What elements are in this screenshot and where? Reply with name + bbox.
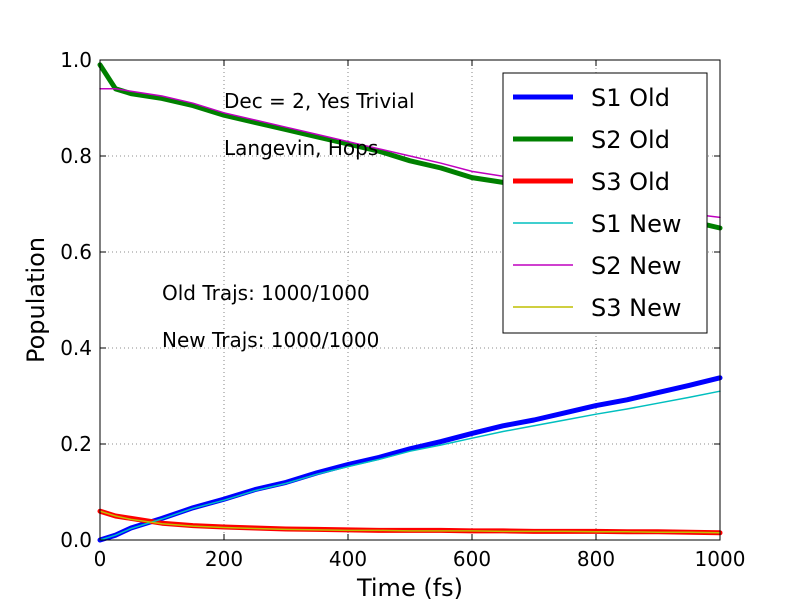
legend-box bbox=[502, 72, 708, 334]
series-line-s1-new bbox=[99, 390, 721, 541]
y-tick-label: 0.2 bbox=[60, 432, 92, 456]
legend-label-s2-old: S2 Old bbox=[591, 126, 670, 154]
legend-label-s3-new: S3 New bbox=[591, 294, 681, 322]
y-tick-label: 0.6 bbox=[60, 240, 92, 264]
annotation-new-trajs: New Trajs: 1000/1000 bbox=[162, 328, 379, 352]
x-tick-label: 400 bbox=[329, 547, 367, 571]
y-axis-label: Population bbox=[22, 237, 50, 363]
annotation-method: Langevin, Hops bbox=[224, 136, 378, 160]
x-tick-label: 200 bbox=[205, 547, 243, 571]
x-tick-label: 1000 bbox=[695, 547, 746, 571]
y-tick-label: 0.8 bbox=[60, 144, 92, 168]
y-tick-label: 1.0 bbox=[60, 48, 92, 72]
legend: S1 Old S2 Old S3 Old S1 New S2 New S3 New bbox=[502, 72, 708, 334]
legend-label-s1-old: S1 Old bbox=[591, 84, 670, 112]
legend-label-s1-new: S1 New bbox=[591, 210, 681, 238]
x-axis-label: Time (fs) bbox=[356, 574, 463, 600]
series-line-s3-old bbox=[97, 508, 723, 536]
y-tick-label: 0.0 bbox=[60, 528, 92, 552]
series-line-s1-old bbox=[97, 375, 723, 543]
legend-label-s3-old: S3 Old bbox=[591, 168, 670, 196]
x-tick-label: 0 bbox=[94, 547, 107, 571]
annotation-decoherence: Dec = 2, Yes Trivial bbox=[224, 89, 415, 113]
y-tick-label: 0.4 bbox=[60, 336, 92, 360]
plot-frame bbox=[99, 59, 721, 541]
series-line-s3-new bbox=[99, 510, 721, 534]
x-tick-label: 600 bbox=[453, 547, 491, 571]
legend-label-s2-new: S2 New bbox=[591, 252, 681, 280]
annotation-old-trajs: Old Trajs: 1000/1000 bbox=[162, 281, 370, 305]
x-tick-label: 800 bbox=[577, 547, 615, 571]
axis-ticks: 0 200 400 600 800 1000 0.0 0.2 0.4 0.6 0.8 1.0 bbox=[60, 48, 745, 571]
